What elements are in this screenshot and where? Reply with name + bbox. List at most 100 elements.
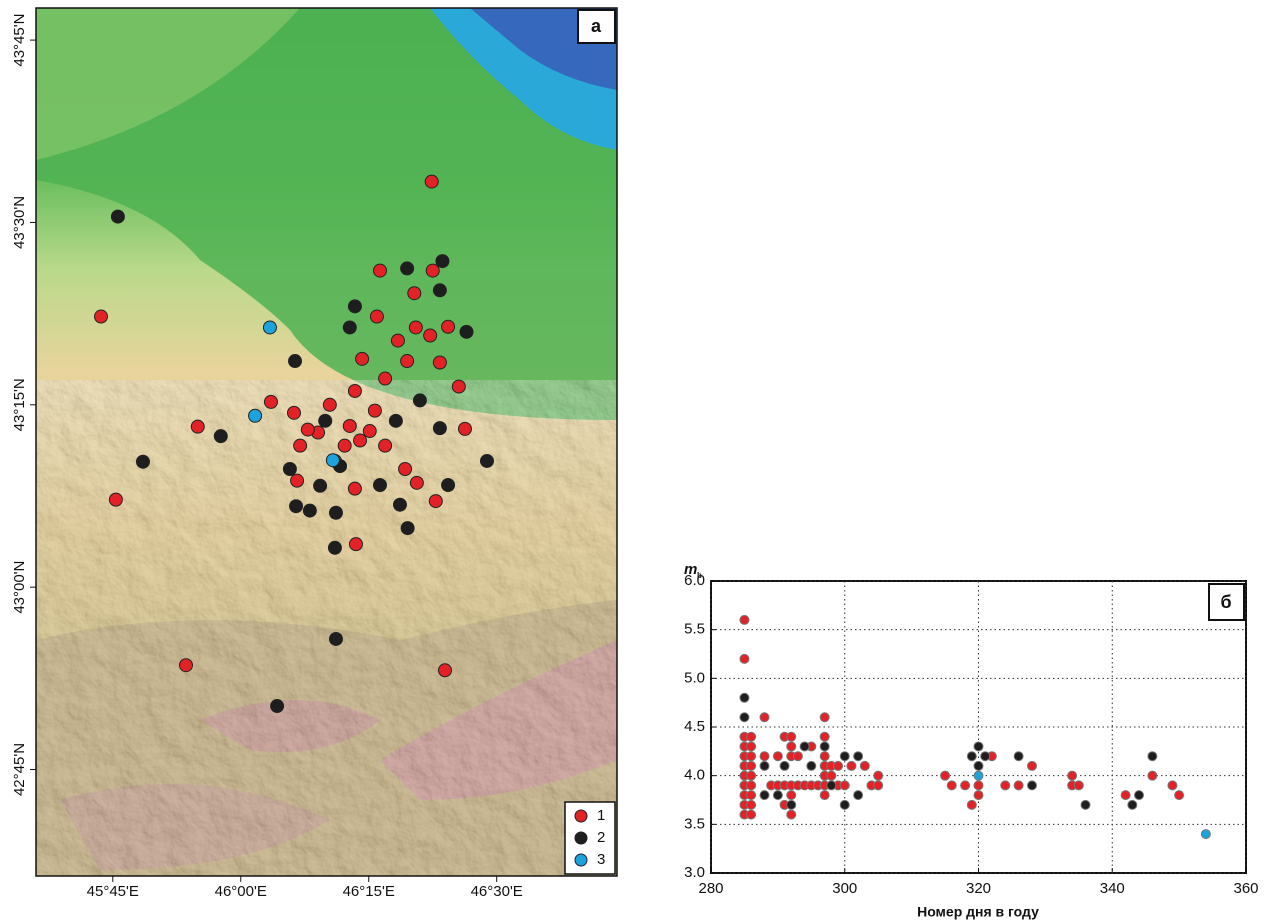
data-point (819, 790, 830, 801)
data-point (288, 354, 303, 369)
data-point (369, 309, 384, 324)
data-point (1147, 751, 1158, 762)
data-point (355, 351, 370, 366)
x-tick-label: 46°30'E (471, 883, 523, 900)
data-point (392, 497, 407, 512)
data-point (441, 478, 456, 493)
data-point (772, 751, 783, 762)
data-point (746, 799, 757, 810)
data-point (786, 731, 797, 742)
data-point (432, 283, 447, 298)
x-tick-label: 340 (1100, 880, 1125, 897)
y-axis-label-sub: b (697, 571, 702, 580)
data-point (270, 699, 285, 714)
x-tick-label: 300 (832, 880, 857, 897)
data-point (459, 324, 474, 339)
data-point (432, 421, 447, 436)
data-point (786, 799, 797, 810)
data-point (859, 760, 870, 771)
data-point (263, 394, 278, 409)
data-point (347, 383, 362, 398)
legend-marker (574, 831, 588, 845)
data-point (1147, 770, 1158, 781)
data-point (746, 790, 757, 801)
data-point (1027, 780, 1037, 791)
y-tick-label: 43°30'N (11, 196, 28, 249)
data-point (799, 741, 810, 752)
data-point (1174, 790, 1185, 801)
data-point (1073, 780, 1084, 791)
data-point (1127, 799, 1138, 810)
data-point (378, 371, 393, 386)
data-point (293, 438, 308, 453)
y-tick-label: 6.0 (684, 572, 705, 589)
data-point (423, 328, 438, 343)
data-point (839, 751, 850, 762)
data-point (378, 438, 393, 453)
panel-label: б (1220, 592, 1231, 612)
data-point (313, 478, 328, 493)
data-point (940, 770, 951, 781)
data-point (759, 790, 770, 801)
y-tick-label: 4.0 (684, 767, 705, 784)
data-point (282, 461, 297, 476)
data-point (960, 780, 971, 791)
data-point (1000, 780, 1011, 791)
y-tick-label: 3.5 (684, 815, 705, 832)
data-point (873, 770, 884, 781)
data-point (973, 741, 984, 752)
data-point (1027, 760, 1037, 771)
map-background (36, 8, 617, 876)
data-point (408, 320, 423, 335)
data-point (819, 741, 830, 752)
data-point (786, 790, 797, 801)
data-point (342, 320, 357, 335)
y-tick-label: 43°45'N (11, 14, 28, 67)
data-point (739, 653, 750, 664)
data-point (348, 537, 363, 552)
data-point (400, 261, 415, 276)
y-tick-label: 4.5 (684, 718, 705, 735)
data-point (337, 438, 352, 453)
data-point (746, 731, 757, 742)
data-point (407, 286, 422, 301)
data-point (1080, 799, 1091, 810)
data-point (759, 712, 770, 723)
data-point (388, 413, 403, 428)
data-point (746, 741, 757, 752)
y-tick-label: 5.5 (684, 621, 705, 638)
data-point (110, 209, 125, 224)
data-point (409, 475, 424, 490)
data-point (372, 263, 387, 278)
data-point (786, 809, 797, 820)
data-point (438, 663, 453, 678)
data-point (853, 751, 864, 762)
legend-label: 3 (597, 851, 605, 868)
data-point (135, 454, 150, 469)
data-point (739, 614, 750, 625)
data-point (966, 751, 977, 762)
data-point (839, 799, 850, 810)
data-point (819, 751, 830, 762)
y-tick-label: 43°15'N (11, 378, 28, 431)
data-point (839, 780, 850, 791)
legend-marker (574, 809, 588, 823)
data-point (759, 760, 770, 771)
data-point (328, 631, 343, 646)
data-point (846, 760, 857, 771)
data-point (94, 309, 109, 324)
data-point (819, 731, 830, 742)
data-point (290, 473, 305, 488)
data-point (973, 770, 984, 781)
legend-box (564, 801, 616, 875)
data-point (428, 494, 443, 509)
panel-label-box (1208, 583, 1245, 621)
data-point (1134, 790, 1144, 801)
data-point (1200, 829, 1211, 840)
data-point (286, 405, 301, 420)
data-point (425, 263, 440, 278)
data-point (353, 433, 368, 448)
legend-label: 2 (597, 829, 605, 846)
